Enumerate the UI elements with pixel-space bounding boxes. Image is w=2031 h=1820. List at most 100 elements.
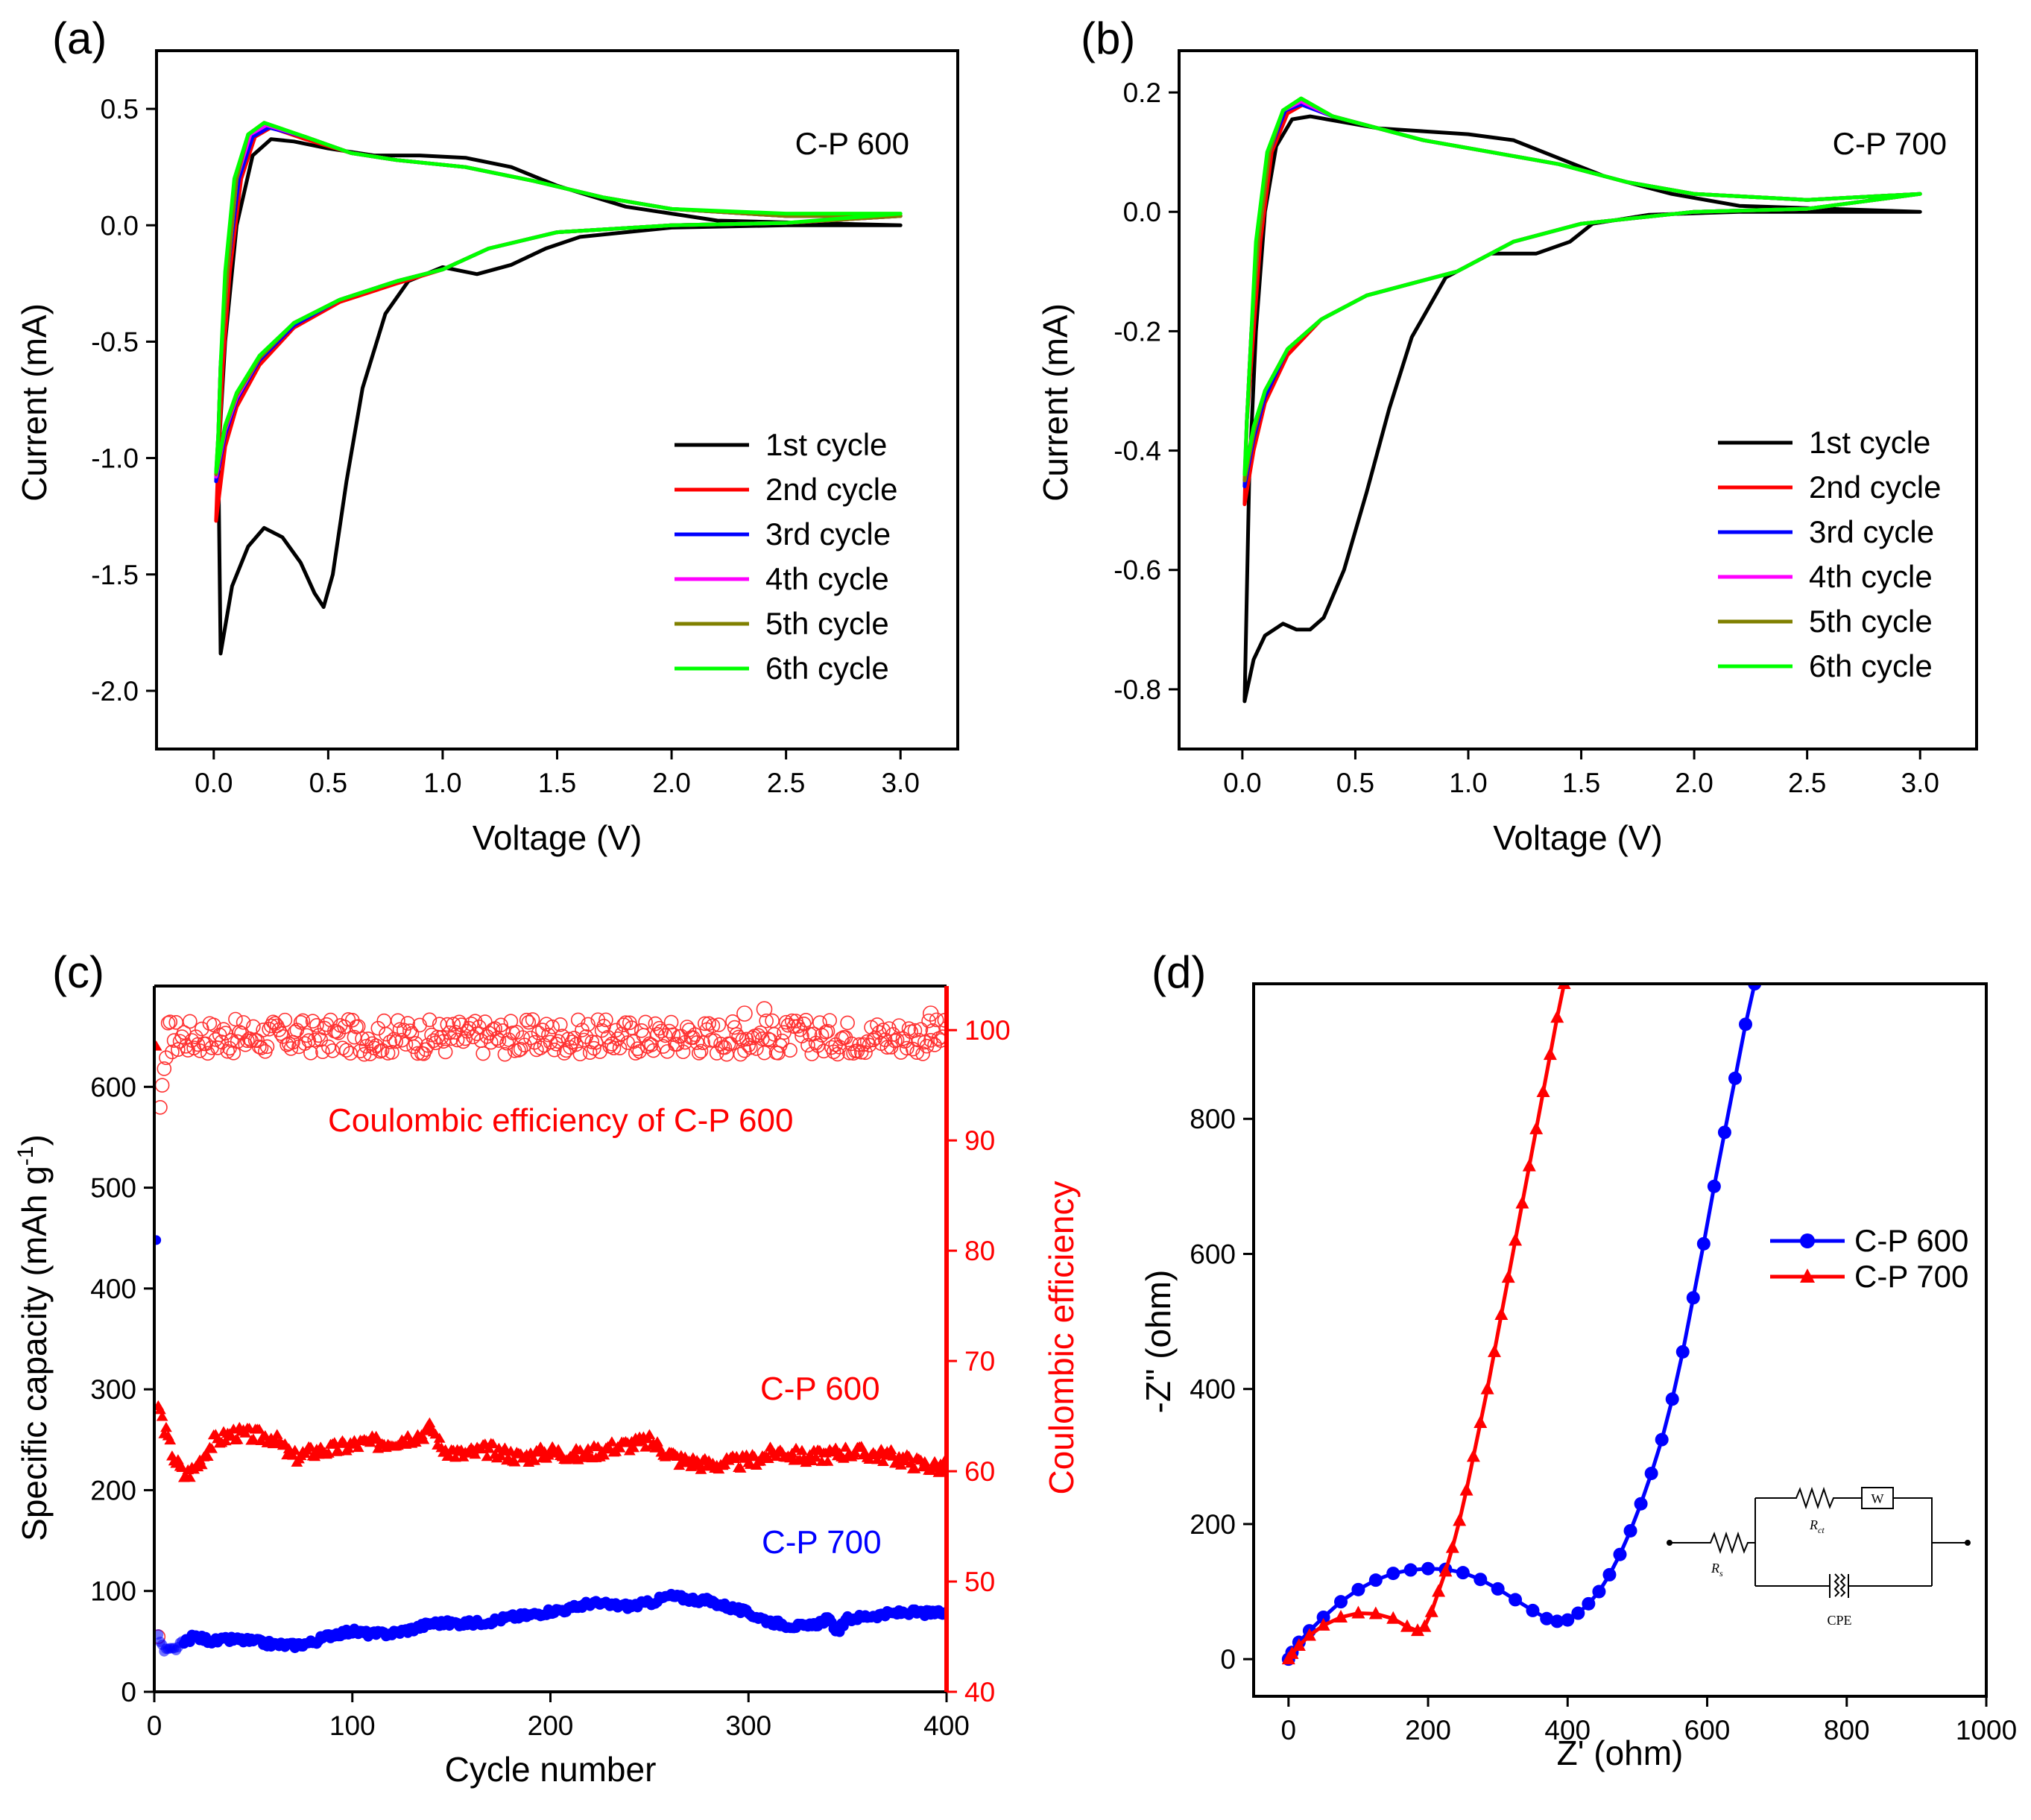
a-legend-label-1: 1st cycle [765, 427, 887, 462]
b-xtick-label-2: 1.0 [1449, 768, 1487, 798]
c-ce-point [564, 1034, 580, 1049]
d-xtick-label-2: 400 [1544, 1715, 1591, 1745]
c-panel-label: (c) [52, 947, 104, 997]
c-cp600-point [195, 1459, 208, 1470]
b-ytick-label-0: 0.2 [1123, 78, 1161, 108]
c-xtick-label-2: 200 [528, 1710, 574, 1741]
c-ce-point [581, 1017, 596, 1032]
d-circuit-wires [1754, 1486, 1968, 1587]
b-legend-label-1: 1st cycle [1809, 425, 1930, 460]
c-ce-point [701, 1016, 716, 1031]
d-cp700-point-23 [1501, 1270, 1515, 1283]
b-xtick-label-6: 3.0 [1901, 768, 1939, 798]
a-ytick-label-2: -0.5 [91, 326, 139, 357]
c-cp600-point [821, 1456, 834, 1466]
c-ce-point [307, 1032, 323, 1048]
b-series-1 [1242, 114, 1922, 704]
c-ce-point [929, 1012, 944, 1028]
c-ce-point [303, 1046, 318, 1061]
c-cp600-point-first [154, 1040, 162, 1051]
d-cp700-point-8 [1386, 1611, 1400, 1624]
b-series-5 [1242, 96, 1922, 483]
c-ce-point [871, 1025, 887, 1040]
panel-c-cycling: (c) 0 100 200 300 400 0 100 200 300 400 500 600 40 50 6… [13, 947, 1081, 1789]
c-cp600-point [796, 1444, 808, 1456]
b-sample-label: C-P 700 [1833, 126, 1947, 161]
b-xtick-label-5: 2.5 [1788, 768, 1826, 798]
d-cp700-point-12 [1424, 1604, 1438, 1617]
d-cp600-point-6 [1351, 1582, 1365, 1596]
c-ce-point [434, 1030, 449, 1045]
c-xtick-label-0: 0 [147, 1710, 162, 1741]
c-ce-point [624, 1020, 639, 1035]
c-ce-point [353, 1043, 368, 1059]
c-annotation-cp700: C-P 700 [762, 1524, 882, 1561]
c-ce-point [521, 1014, 537, 1030]
d-legend-marker-2 [1800, 1268, 1815, 1283]
d-cp600-point-10 [1421, 1561, 1435, 1576]
c-ce-point [400, 1016, 415, 1031]
c-cp600-point [156, 1411, 168, 1421]
d-cp600-point-16 [1526, 1603, 1540, 1617]
c-y2tick-label-6: 100 [964, 1015, 1011, 1046]
c-ce-point [338, 1043, 354, 1058]
c-ce-point [692, 1046, 707, 1061]
c-cp600-point [247, 1433, 259, 1444]
c-ce-point [841, 1046, 857, 1061]
c-y2tick-label-3: 70 [964, 1346, 995, 1377]
c-cp600-point [598, 1450, 610, 1460]
c-ce-point [876, 1023, 891, 1037]
d-cp700-point-3 [1302, 1628, 1316, 1641]
d-ytick-label-4: 800 [1190, 1104, 1236, 1134]
panel-a-cv-cp600: (a) 0.0 0.5 1.0 1.5 2.0 2.5 3.0 0.5 0.0 -0.5 -1.0 -1… [15, 13, 959, 857]
c-ce-point [523, 1030, 538, 1046]
c-ce-point [907, 1023, 923, 1038]
d-cp600-point-5 [1334, 1595, 1348, 1609]
c-y-axis-label-main: Specific capacity (mAh g [15, 1166, 54, 1541]
d-circuit-cpe-symbol [1829, 1573, 1849, 1598]
c-ytick-label-3: 300 [90, 1374, 136, 1405]
b-ytick-label-5: -0.8 [1114, 674, 1161, 705]
c-xtick-label-3: 300 [725, 1710, 771, 1741]
c-ce-point [774, 1033, 790, 1049]
d-cp600-point-28 [1655, 1432, 1669, 1447]
c-ce-outlier-0 [736, 1005, 753, 1022]
d-cp700-point-10 [1411, 1623, 1425, 1637]
d-legend-label-1: C-P 600 [1854, 1223, 1968, 1258]
c-cp600-point [259, 1429, 271, 1441]
d-cp600-point-25 [1623, 1523, 1637, 1538]
d-cp700-point-21 [1487, 1344, 1501, 1357]
d-cp600-point-36 [1739, 1017, 1753, 1031]
d-cp700-point-29 [1543, 1047, 1557, 1061]
c-cp600-point [849, 1447, 862, 1458]
a-xtick-label-4: 2.0 [652, 768, 690, 798]
d-ytick-label-3: 600 [1190, 1239, 1236, 1269]
a-series-5 [214, 121, 903, 476]
c-ce-point-start-3 [157, 1061, 172, 1076]
c-ce-point [301, 1033, 317, 1049]
b-ytick-label-4: -0.6 [1114, 555, 1161, 586]
c-ce-point [638, 1014, 653, 1030]
d-circuit-rct-label: Rct [1809, 1517, 1825, 1535]
c-ce-point [519, 1012, 534, 1028]
c-ce-point [438, 1044, 453, 1060]
c-ce-point [527, 1034, 543, 1050]
c-ce-point [800, 1037, 815, 1053]
d-cp600-point-32 [1696, 1236, 1711, 1251]
d-cp700-point-14 [1438, 1564, 1453, 1577]
a-ytick-label-5: -2.0 [91, 676, 139, 707]
c-ce-point [669, 1037, 685, 1052]
c-cp600-point [643, 1429, 656, 1439]
c-y2tick-label-5: 90 [964, 1125, 995, 1156]
c-cp600-point [786, 1447, 798, 1458]
c-ytick-label-6: 600 [90, 1072, 136, 1102]
d-cp600-point-8 [1386, 1567, 1400, 1581]
c-y-axis-label-sup: -1 [13, 1146, 38, 1166]
d-cp600-point-30 [1675, 1345, 1690, 1359]
c-ce-point [703, 1033, 718, 1048]
a-legend-label-2: 2nd cycle [765, 472, 897, 507]
c-cp600-point [402, 1429, 414, 1441]
c-ce-point [422, 1012, 438, 1028]
c-cp600-point [790, 1442, 802, 1453]
c-ce-point [446, 1017, 461, 1031]
